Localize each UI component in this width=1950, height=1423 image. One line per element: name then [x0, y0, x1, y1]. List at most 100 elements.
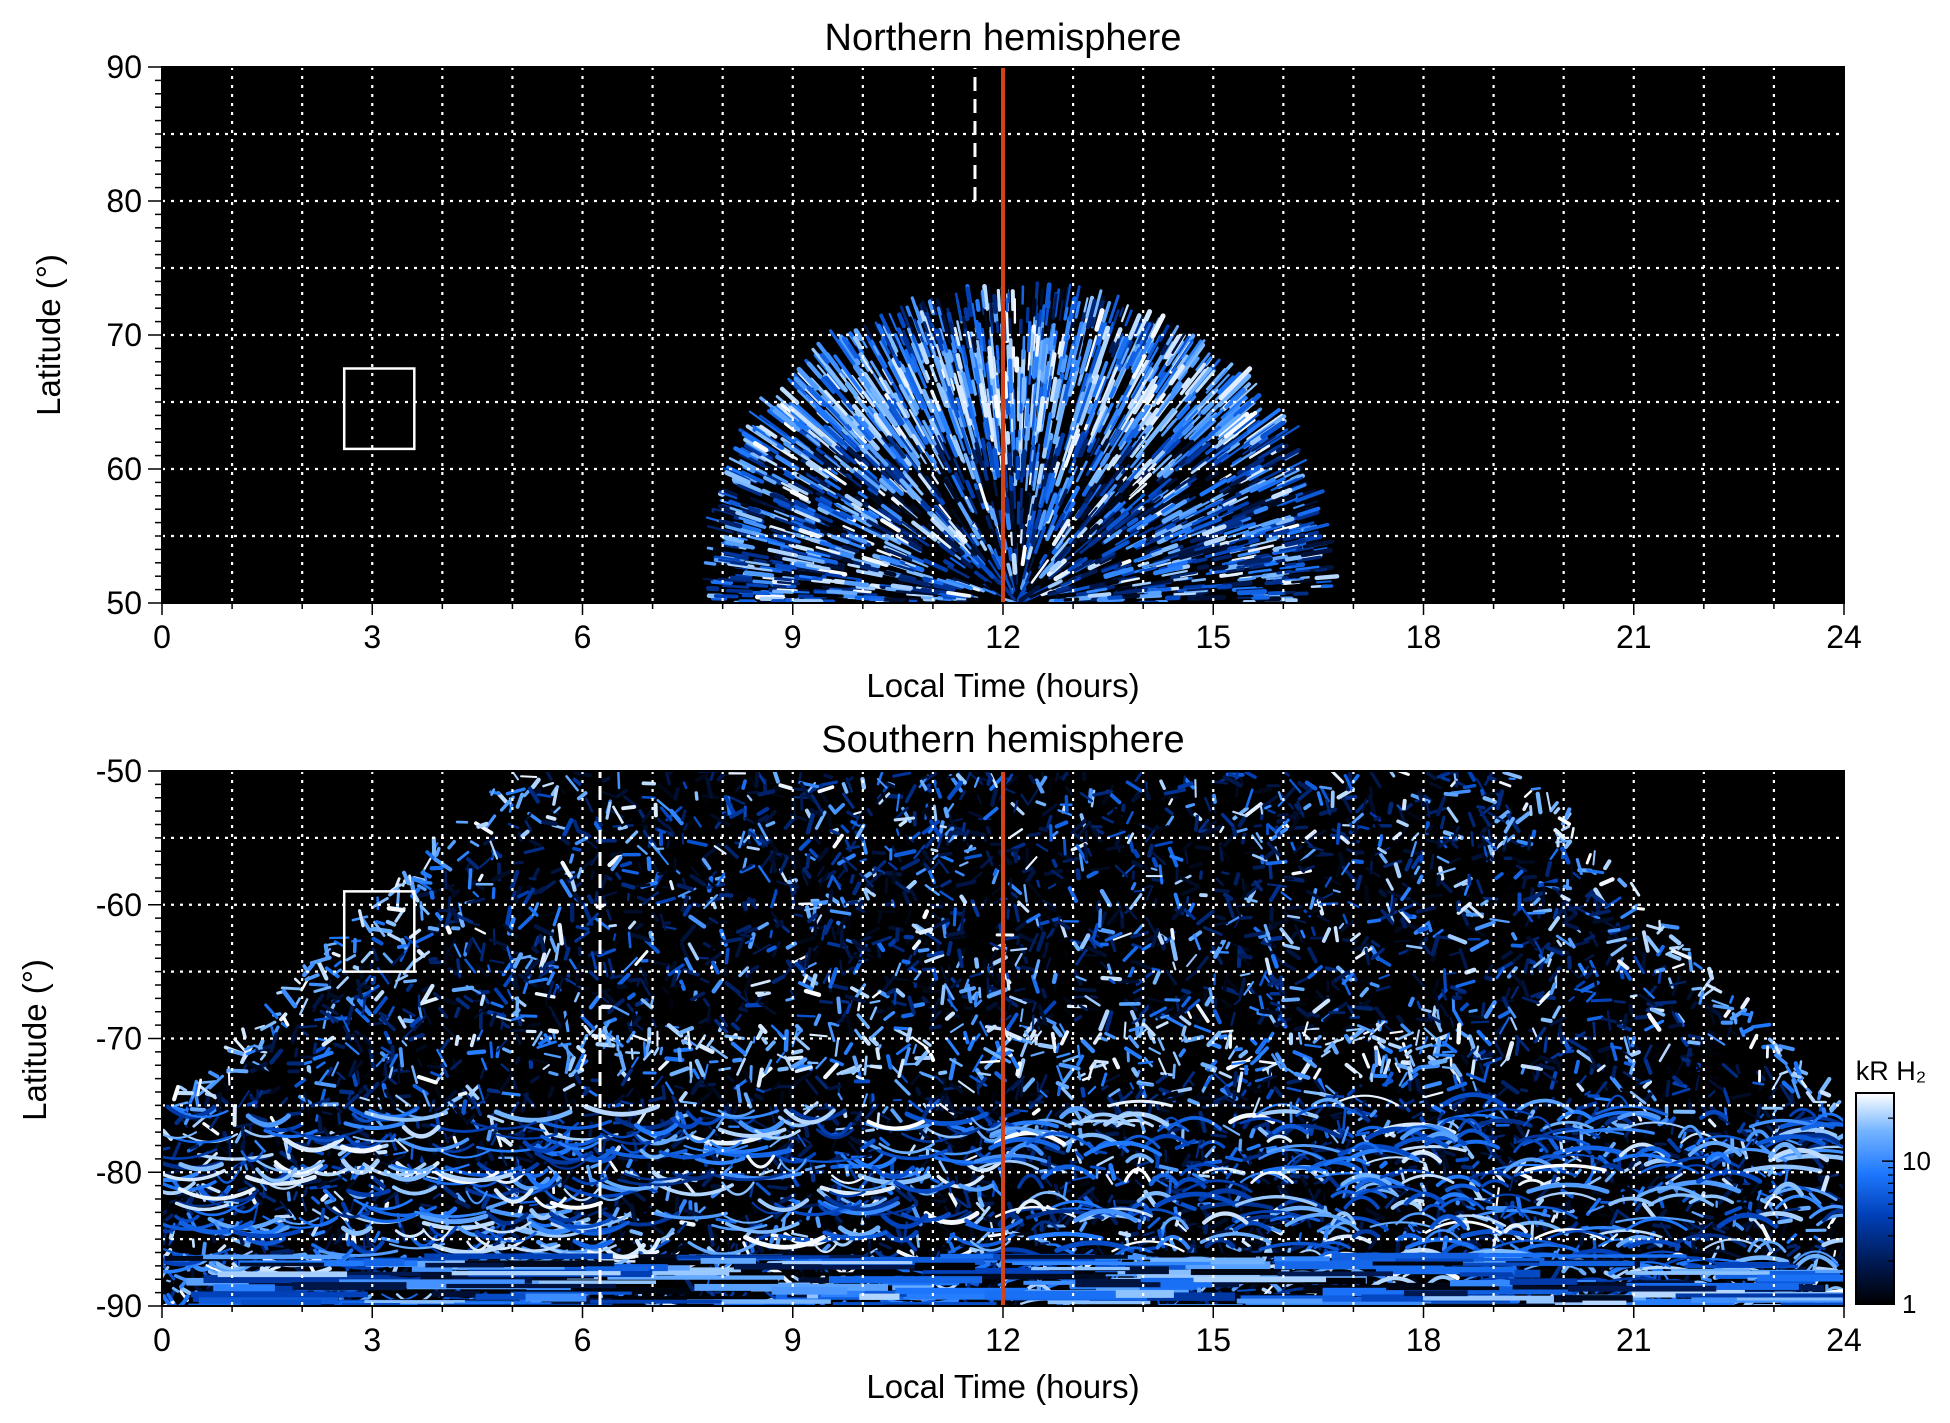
south-emission-speckle [1071, 1175, 1090, 1182]
south-emission-speckle [254, 1139, 266, 1153]
south-emission-speckle [1767, 1037, 1783, 1052]
north-emission-streak [893, 466, 906, 480]
south-emission-speckle [1135, 960, 1152, 971]
south-emission-speckle [320, 1224, 334, 1240]
south-emission-speckle [552, 1031, 556, 1040]
south-emission-speckle [384, 1199, 390, 1210]
north-emission-streak [1279, 519, 1296, 528]
north-emission-streak [1068, 458, 1077, 474]
south-emission-speckle [621, 882, 636, 890]
south-emission-speckle [388, 1077, 397, 1085]
north-emission-streak [1174, 417, 1187, 431]
north-emission-streak [911, 342, 926, 373]
north-emission-streak [1223, 527, 1243, 536]
north-emission-streak [889, 579, 906, 585]
south-emission-speckle [1308, 1011, 1321, 1018]
south-emission-speckle [419, 904, 430, 916]
south-emission-speckle [1668, 977, 1674, 989]
south-emission-speckle [1263, 1283, 1275, 1296]
north-emission-streak [1113, 563, 1132, 572]
north-emission-streak [1058, 299, 1064, 322]
south-emission-speckle [1604, 1170, 1616, 1183]
north-emission-streak [790, 519, 821, 534]
north-emission-streak [1219, 571, 1243, 578]
north-emission-streak [1188, 367, 1212, 395]
north-emission-streak [1155, 374, 1173, 399]
north-emission-streak [1108, 341, 1116, 354]
south-emission-speckle [328, 1176, 343, 1183]
south-emission-speckle [373, 996, 388, 1015]
north-emission-streak [1258, 442, 1284, 460]
north-emission-streak [767, 540, 789, 549]
south-emission-speckle [1101, 816, 1115, 824]
north-emission-streak [1215, 437, 1234, 453]
south-emission-speckle [1041, 771, 1045, 780]
south-emission-speckle [1033, 1167, 1045, 1177]
north-y-tick-label: 80 [106, 183, 142, 219]
north-emission-streak [1297, 506, 1321, 517]
north-emission-streak [903, 378, 915, 400]
south-emission-speckle [1268, 884, 1282, 903]
south-emission-speckle [1186, 953, 1198, 968]
north-emission-streak [1220, 445, 1244, 463]
north-emission-streak [930, 415, 947, 445]
north-emission-streak [740, 470, 765, 484]
north-emission-streak [1248, 467, 1273, 482]
north-emission-streak [821, 453, 848, 475]
north-emission-streak [1043, 472, 1053, 497]
north-emission-streak [1110, 338, 1121, 358]
north-emission-streak [1028, 472, 1032, 486]
south-emission-speckle [615, 788, 628, 799]
north-emission-streak [961, 555, 971, 564]
north-emission-streak [1165, 438, 1181, 455]
south-emission-speckle [454, 1034, 460, 1046]
north-emission-streak [1103, 529, 1123, 544]
north-emission-streak [1069, 391, 1086, 431]
north-emission-streak [1266, 535, 1280, 542]
south-emission-speckle [436, 1048, 448, 1068]
south-emission-speckle [875, 1047, 881, 1061]
north-emission-streak [1222, 427, 1254, 452]
north-emission-streak [878, 412, 906, 448]
north-emission-streak [936, 462, 948, 480]
north-emission-streak [1063, 316, 1072, 342]
south-emission-speckle [1073, 832, 1084, 842]
south-emission-speckle [1576, 1082, 1585, 1092]
north-emission-streak [1162, 552, 1179, 560]
south-emission-speckle [823, 773, 833, 780]
south-emission-speckle [1477, 1037, 1497, 1052]
north-emission-streak [1132, 476, 1143, 487]
north-emission-streak [1204, 548, 1235, 559]
north-emission-streak [906, 420, 926, 450]
south-emission-speckle [346, 996, 356, 1007]
north-emission-streak [990, 417, 999, 452]
north-emission-streak [833, 578, 847, 585]
south-emission-speckle [1425, 824, 1434, 834]
south-emission-speckle [1178, 1015, 1192, 1026]
north-emission-streak [743, 519, 767, 529]
south-emission-speckle [1030, 1051, 1045, 1057]
south-emission-speckle [490, 1134, 498, 1146]
south-emission-speckle [235, 1122, 255, 1129]
south-emission-speckle [1656, 944, 1665, 957]
north-emission-streak [884, 540, 912, 555]
north-emission-streak [1067, 465, 1078, 488]
north-emission-streak [772, 497, 791, 508]
south-emission-speckle [1225, 914, 1243, 926]
south-emission-speckle [1329, 771, 1345, 784]
south-emission-speckle [1214, 1102, 1228, 1120]
south-emission-speckle [875, 974, 886, 987]
south-emission-speckle [1359, 978, 1373, 985]
north-emission-streak [1199, 478, 1228, 497]
north-emission-streak [1178, 509, 1197, 520]
north-emission-streak [1172, 492, 1191, 506]
north-emission-streak [1186, 500, 1210, 514]
north-emission-streak [1279, 565, 1292, 570]
north-emission-streak [1284, 555, 1303, 562]
north-x-tick-label: 12 [985, 619, 1021, 655]
north-emission-streak [827, 420, 857, 448]
north-emission-streak [1046, 307, 1053, 338]
south-emission-speckle [1034, 778, 1045, 795]
south-emission-speckle [938, 1160, 947, 1173]
